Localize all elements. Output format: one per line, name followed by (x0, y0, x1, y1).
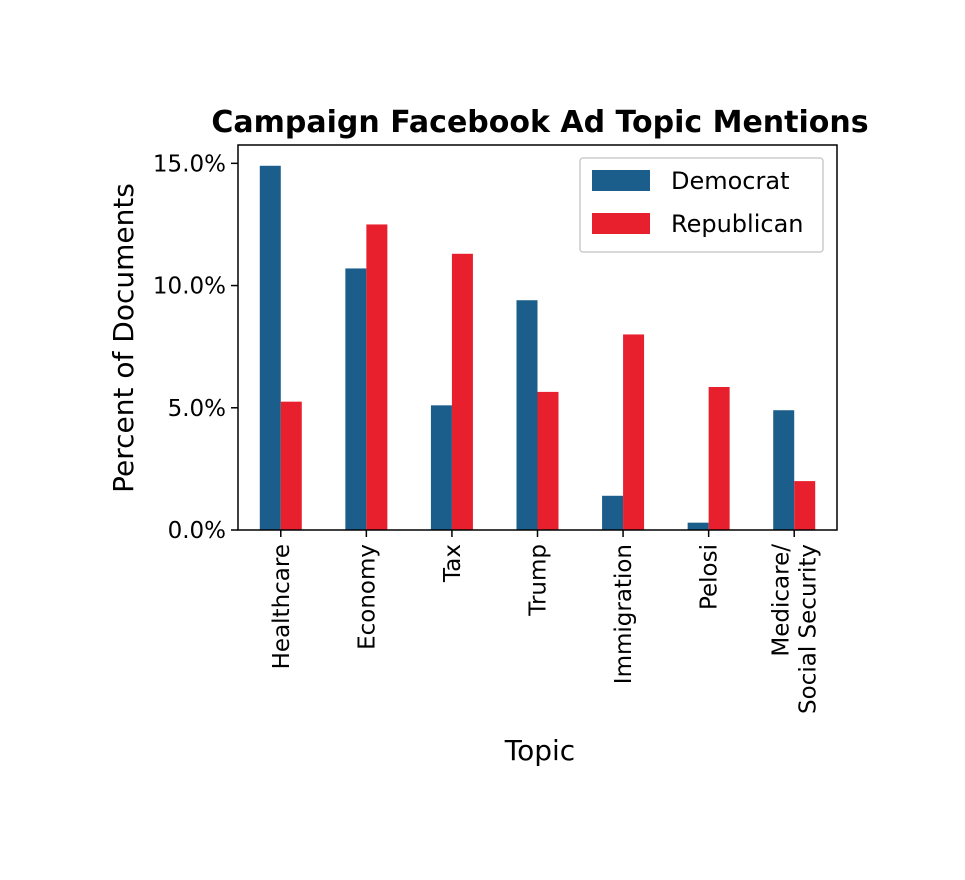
y-tick-label: 0.0% (168, 518, 226, 544)
x-axis-ticks: Healthcare Economy Tax Trump Immigration Pelo… (269, 530, 822, 714)
bar-republican-2 (451, 253, 473, 530)
bar-republican-3 (537, 391, 559, 530)
x-tick-label: Medicare/Social Security (769, 544, 822, 714)
y-axis-label: Percent of Documents (107, 183, 140, 493)
y-axis-ticks: 0.0% 5.0% 10.0% 15.0% (153, 151, 238, 544)
bar-republican-1 (366, 224, 388, 530)
bar-republican-6 (794, 481, 816, 530)
x-tick-label: Immigration (611, 544, 637, 684)
legend-swatch-republican (592, 213, 650, 234)
legend-swatch-democrat (592, 170, 650, 191)
legend-label-democrat: Democrat (671, 167, 790, 195)
bar-democrat-3 (516, 300, 538, 530)
bar-republican-0 (280, 401, 302, 530)
bar-democrat-0 (259, 165, 281, 530)
bar-democrat-2 (430, 405, 452, 530)
x-axis-label: Topic (504, 734, 575, 767)
y-tick-label: 15.0% (153, 151, 226, 177)
bar-democrat-4 (602, 495, 624, 530)
x-tick-label: Pelosi (697, 544, 723, 610)
x-tick-label: Trump (526, 544, 552, 617)
bars-group (259, 165, 816, 530)
chart-title: Campaign Facebook Ad Topic Mentions (211, 105, 868, 140)
y-tick-label: 5.0% (168, 396, 226, 422)
bar-republican-5 (708, 387, 730, 530)
bar-democrat-6 (773, 410, 795, 530)
x-tick-label: Healthcare (269, 544, 295, 669)
bar-democrat-1 (345, 268, 367, 530)
bar-democrat-5 (687, 522, 709, 530)
legend: Democrat Republican (579, 157, 824, 253)
bar-republican-4 (623, 334, 645, 530)
x-tick-label: Tax (440, 544, 466, 583)
x-tick-label: Economy (354, 544, 380, 650)
plot-frame (237, 144, 838, 531)
legend-label-republican: Republican (671, 210, 804, 238)
y-tick-label: 10.0% (153, 274, 226, 300)
